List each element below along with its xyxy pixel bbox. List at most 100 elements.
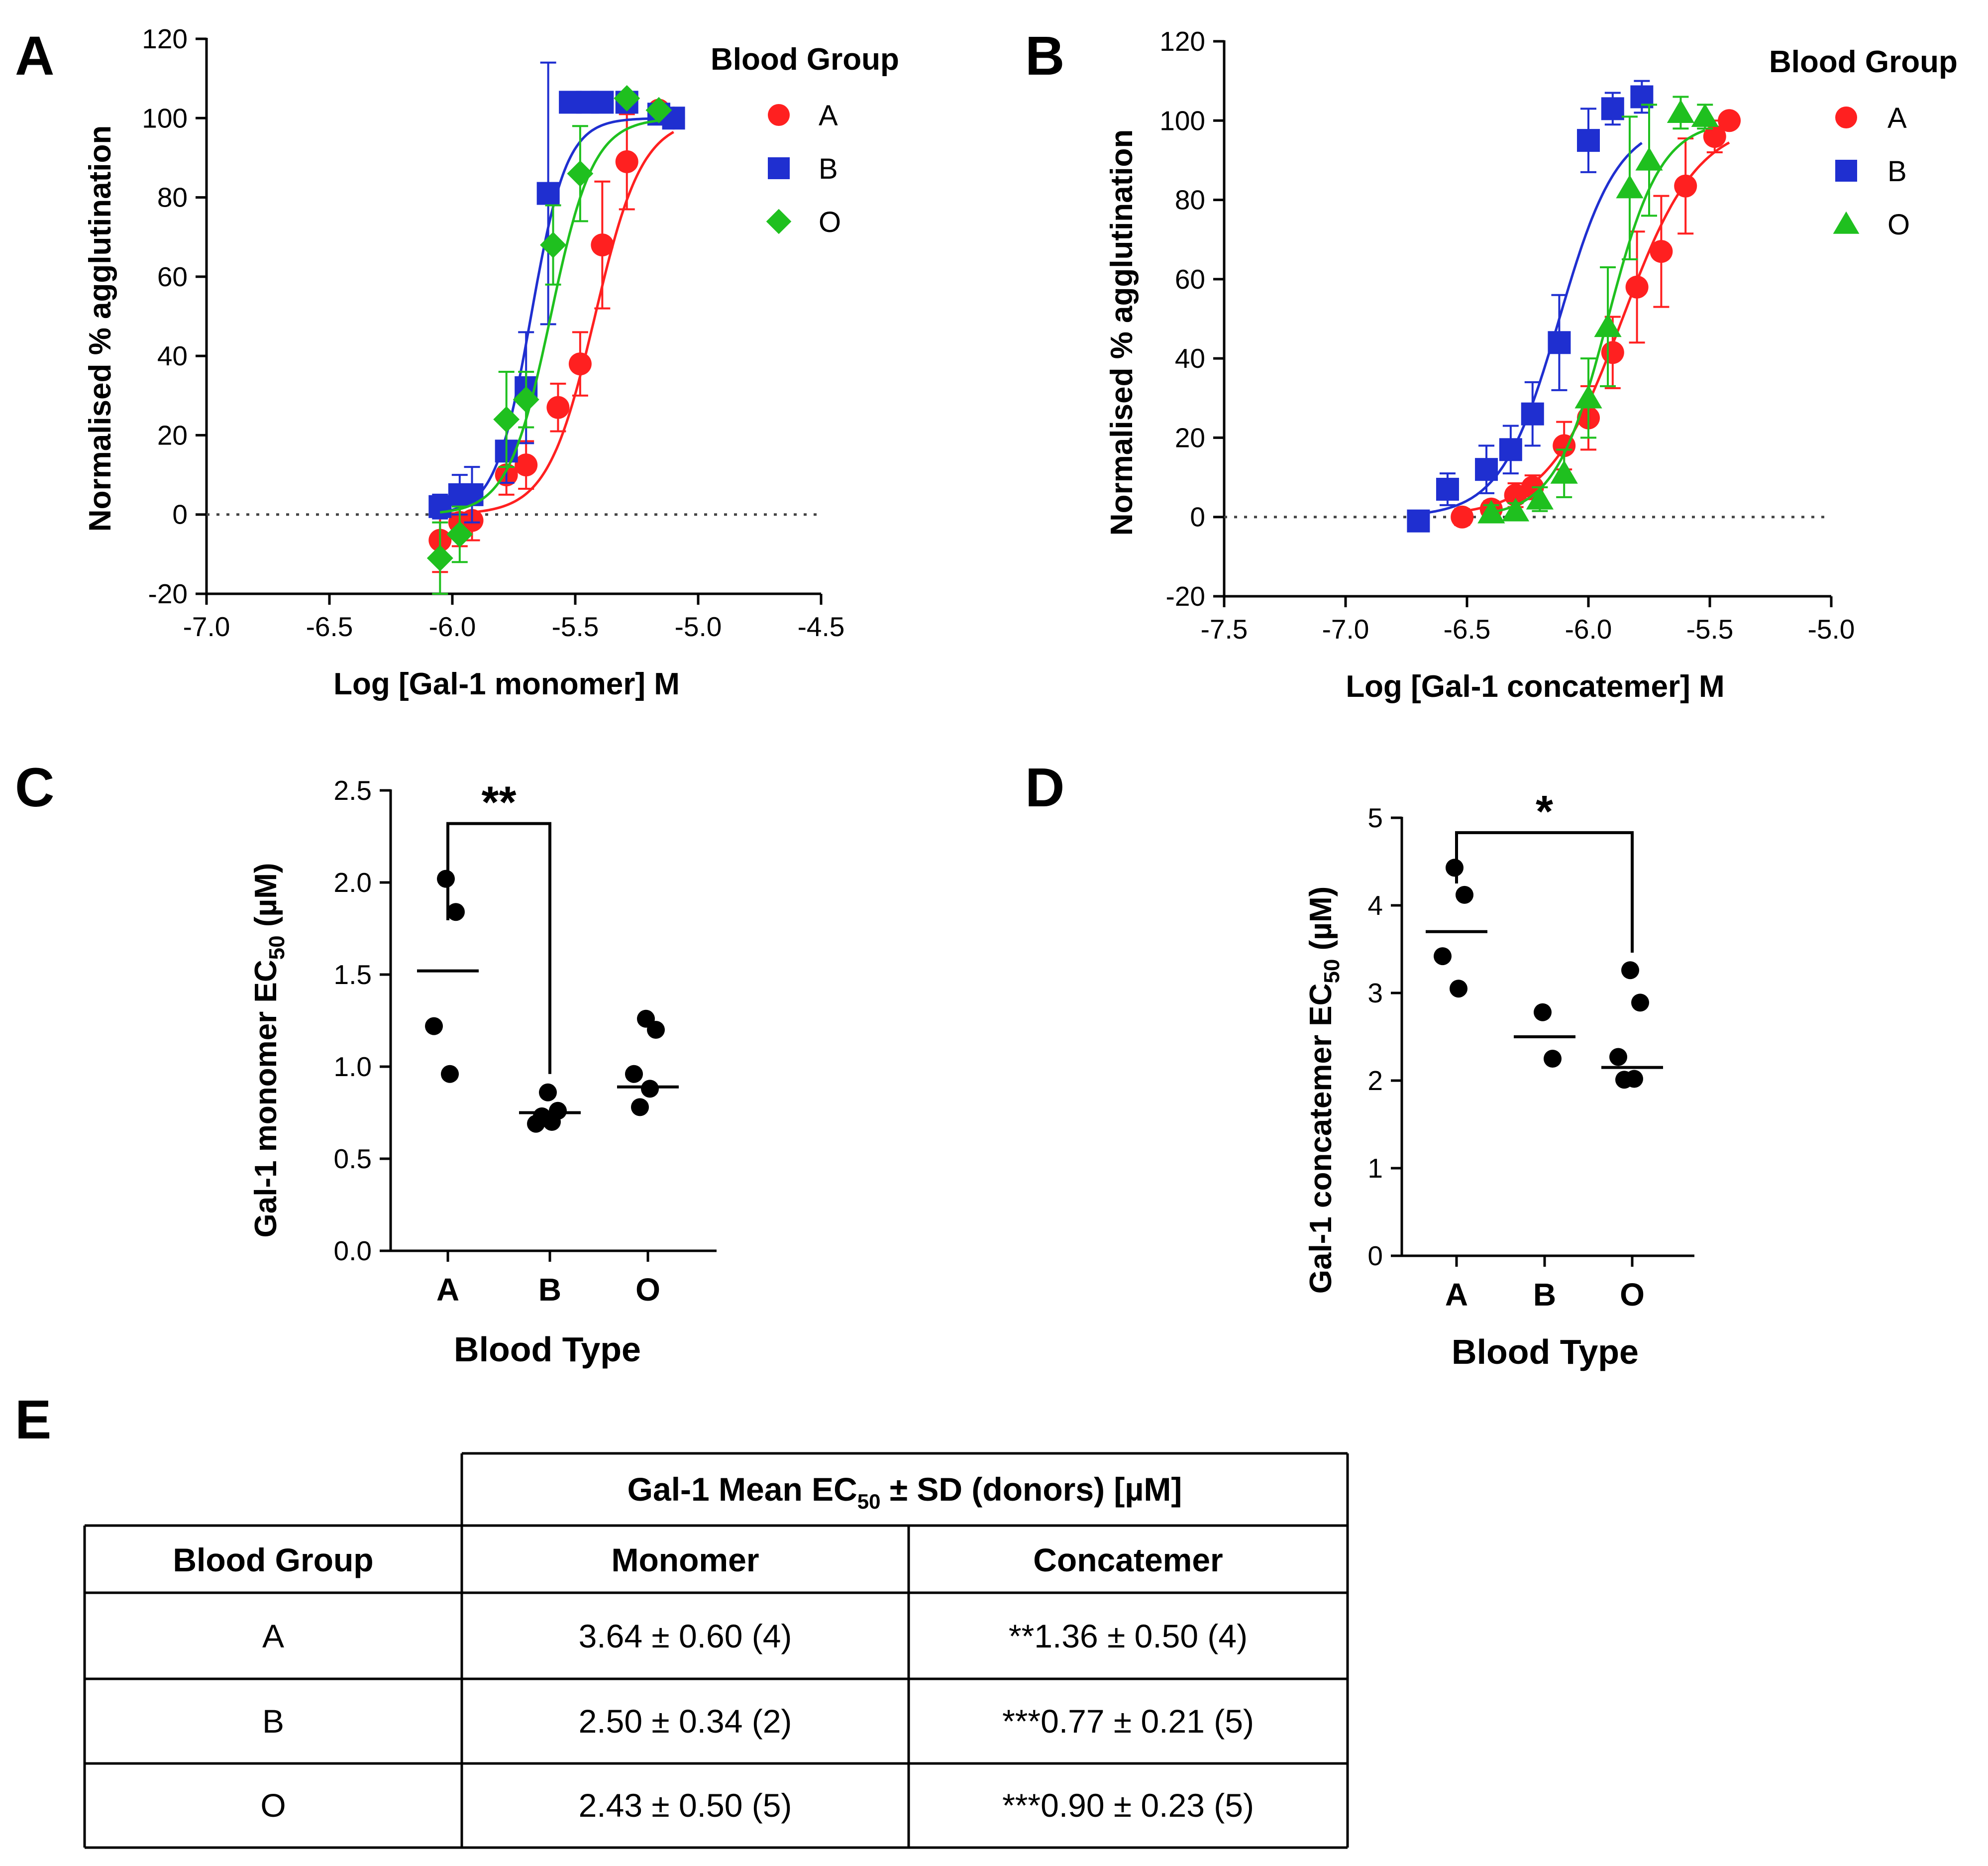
panel-a-y-tick-label: 80 — [157, 182, 188, 213]
panel-c-data-point — [441, 1065, 459, 1083]
panel-label-a: A — [15, 25, 54, 87]
panel-b-point-o — [1550, 460, 1578, 484]
panel-c-y-label: Gal-1 monomer EC50 (µM) — [249, 863, 289, 1238]
panel-a-fit-curve-o — [440, 119, 659, 514]
panel-d-data-point — [1621, 961, 1639, 980]
panel-d-y-tick-label: 3 — [1367, 978, 1383, 1008]
chart-panel-a: -7.0 -6.5 -6.0 -5.5 -5.0 -4.5 -20 0 20 40 60 80 100 1… — [83, 23, 899, 701]
panel-d-marks: 0 1 2 3 4 5 A B O * — [1367, 787, 1694, 1313]
panel-label-c: C — [15, 757, 54, 818]
panel-b-x-tick-label: -5.5 — [1686, 614, 1734, 645]
chart-panel-d: 0 1 2 3 4 5 A B O * Blood Type Gal-1 concatemer E… — [1304, 787, 1694, 1371]
panel-b-x-tick-label: -6.0 — [1565, 614, 1612, 645]
panel-c-data-point — [625, 1065, 643, 1083]
panel-b-legend-label-a: A — [1887, 102, 1907, 134]
panel-b-point-b — [1577, 129, 1600, 152]
table-col-header: Monomer — [612, 1541, 759, 1578]
panel-d-significance-bracket — [1455, 831, 1634, 953]
panel-d-x-label: Blood Type — [1452, 1332, 1639, 1371]
panel-a-point-a — [515, 453, 538, 477]
table-cell: B — [262, 1703, 284, 1740]
panel-a-point-o — [567, 160, 594, 187]
panel-c-y-tick-label: 0.5 — [334, 1143, 372, 1174]
panel-b-point-o — [1502, 498, 1530, 522]
panel-b-point-o — [1635, 147, 1663, 171]
panel-d-data-point — [1544, 1050, 1562, 1068]
panel-a-x-tick-label: -6.5 — [306, 611, 353, 642]
panel-c-significance-label: ** — [481, 778, 516, 828]
panel-d-significance-label: * — [1536, 787, 1553, 837]
panel-a-x-tick-label: -6.0 — [429, 611, 476, 642]
panel-a-legend-label-b: B — [819, 153, 838, 185]
panel-b-point-b — [1475, 458, 1498, 481]
panel-b-y-tick-label: 60 — [1175, 264, 1205, 295]
table-col-header: Concatemer — [1033, 1541, 1223, 1578]
panel-b-marks: -7.5 -7.0 -6.5 -6.0 -5.5 -5.0 -20 0 20 40 60 80 100 1… — [1159, 26, 1860, 645]
panel-b-y-tick-label: 20 — [1175, 422, 1205, 453]
panel-d-category-label: B — [1533, 1277, 1556, 1313]
panel-d-y-tick-label: 4 — [1367, 890, 1383, 921]
panel-d-y-tick-label: 1 — [1367, 1153, 1383, 1184]
table-cell: ***0.77 ± 0.21 (5) — [1002, 1703, 1254, 1740]
panel-a-point-b — [536, 182, 560, 205]
panel-b-x-tick-label: -7.5 — [1201, 614, 1248, 645]
panel-b-legend-label-o: O — [1887, 209, 1910, 241]
table-cell: 2.50 ± 0.34 (2) — [579, 1703, 792, 1740]
panel-c-y-label-main: Gal-1 monomer EC — [249, 960, 283, 1237]
panel-a-point-a — [591, 233, 614, 257]
table-cell: 3.64 ± 0.60 (4) — [579, 1618, 792, 1654]
panel-a-point-o — [446, 521, 473, 548]
panel-c-data-point — [533, 1107, 551, 1125]
panel-d-y-label-unit: (µM) — [1304, 886, 1338, 959]
table-header-title: Gal-1 Mean EC50 ± SD (donors) [µM] — [628, 1471, 1182, 1513]
panel-b-point-o — [1691, 103, 1719, 127]
panel-b-legend-marker-b — [1835, 160, 1857, 182]
panel-b-point-a — [1650, 240, 1673, 263]
panel-b-point-b — [1499, 438, 1522, 461]
chart-panel-c: 0.0 0.5 1.0 1.5 2.0 2.5 A B O ** Blood Type Gal-1… — [249, 775, 717, 1369]
panel-b-legend-title: Blood Group — [1769, 45, 1958, 79]
table-cell: **1.36 ± 0.50 (4) — [1009, 1618, 1248, 1654]
panel-c-significance-bracket — [446, 822, 551, 1074]
panel-b-point-b — [1601, 97, 1624, 120]
panel-d-category-label: O — [1620, 1277, 1645, 1313]
panel-a-y-tick-label: 0 — [172, 499, 188, 530]
panel-a-legend-marker-a — [768, 104, 790, 126]
panel-c-y-label-sub: 50 — [265, 935, 289, 960]
panel-d-data-point — [1446, 859, 1464, 877]
panel-a-y-tick-label: 40 — [157, 340, 188, 371]
panel-label-b: B — [1025, 25, 1064, 87]
panel-d-data-point — [1434, 947, 1452, 966]
panel-b-point-b — [1436, 477, 1459, 501]
ec50-table: Gal-1 Mean EC50 ± SD (donors) [µM] Blood… — [83, 1452, 1349, 1849]
table-header-rest: ± SD (donors) [µM] — [881, 1471, 1182, 1508]
panel-a-point-b — [591, 91, 614, 114]
panel-c-y-tick-label: 1.0 — [334, 1051, 372, 1082]
panel-c-category-label: B — [538, 1272, 561, 1308]
panel-a-y-tick-label: 120 — [142, 23, 188, 54]
panel-b-point-a — [1674, 174, 1697, 198]
panel-a-point-a — [546, 396, 570, 419]
panel-c-category-label: O — [635, 1272, 660, 1308]
panel-label-e: E — [15, 1389, 51, 1450]
panel-b-y-tick-label: 100 — [1159, 105, 1205, 136]
panel-d-y-label-main: Gal-1 concatemer EC — [1304, 984, 1338, 1294]
panel-b-y-tick-label: -20 — [1166, 581, 1206, 612]
panel-d-data-point — [1615, 1071, 1633, 1089]
panel-d-y-tick-label: 0 — [1367, 1240, 1383, 1271]
panel-b-x-tick-label: -5.0 — [1808, 614, 1855, 645]
panel-b-point-o — [1616, 175, 1644, 199]
panel-b-point-b — [1548, 331, 1571, 354]
panel-c-data-point — [437, 870, 455, 888]
panel-a-marks: -7.0 -6.5 -6.0 -5.5 -5.0 -4.5 -20 0 20 40 60 80 100 1… — [142, 23, 844, 642]
panel-b-point-a — [1625, 275, 1649, 299]
panel-c-y-label-unit: (µM) — [249, 863, 283, 936]
panel-b-point-a — [1451, 505, 1474, 529]
panel-a-y-tick-label: 100 — [142, 103, 188, 133]
panel-d-y-label: Gal-1 concatemer EC50 (µM) — [1304, 886, 1344, 1294]
panel-c-y-tick-label: 2.5 — [334, 775, 372, 806]
panel-b-point-o — [1667, 99, 1695, 123]
panel-a-point-o — [513, 386, 539, 413]
panel-b-legend-label-b: B — [1887, 155, 1907, 188]
panel-a-x-tick-label: -5.5 — [552, 611, 599, 642]
